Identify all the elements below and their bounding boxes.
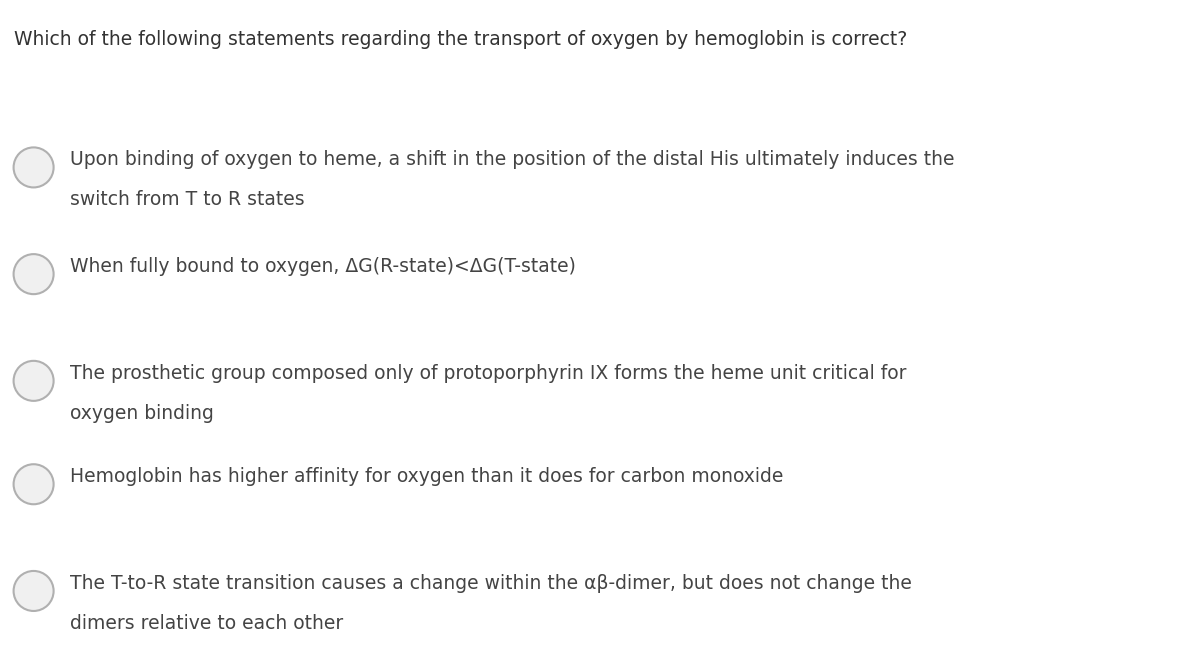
Text: When fully bound to oxygen, ΔG(R-state)<ΔG(T-state): When fully bound to oxygen, ΔG(R-state)<… xyxy=(70,257,576,275)
Text: The T-to-R state transition causes a change within the αβ-dimer, but does not ch: The T-to-R state transition causes a cha… xyxy=(70,574,912,592)
Ellipse shape xyxy=(13,147,54,187)
Text: Which of the following statements regarding the transport of oxygen by hemoglobi: Which of the following statements regard… xyxy=(14,30,907,49)
Ellipse shape xyxy=(13,254,54,294)
Text: The prosthetic group composed only of protoporphyrin IX forms the heme unit crit: The prosthetic group composed only of pr… xyxy=(70,364,906,382)
Ellipse shape xyxy=(13,361,54,401)
Text: dimers relative to each other: dimers relative to each other xyxy=(70,614,343,632)
Text: Upon binding of oxygen to heme, a shift in the position of the distal His ultima: Upon binding of oxygen to heme, a shift … xyxy=(70,150,954,169)
Text: Hemoglobin has higher affinity for oxygen than it does for carbon monoxide: Hemoglobin has higher affinity for oxyge… xyxy=(70,467,782,486)
Ellipse shape xyxy=(13,571,54,611)
Text: oxygen binding: oxygen binding xyxy=(70,404,214,422)
Ellipse shape xyxy=(13,464,54,504)
Text: switch from T to R states: switch from T to R states xyxy=(70,190,305,209)
